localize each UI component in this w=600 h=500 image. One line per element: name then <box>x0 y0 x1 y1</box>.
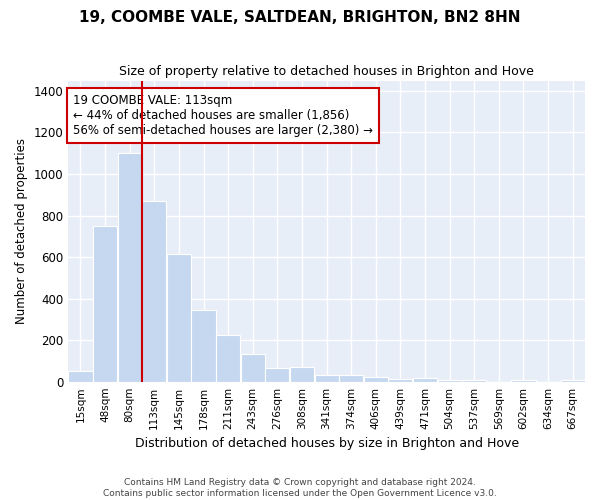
Bar <box>142 201 166 382</box>
Bar <box>511 380 536 382</box>
Bar <box>167 254 191 382</box>
Bar <box>339 376 363 382</box>
Text: 19 COOMBE VALE: 113sqm
← 44% of detached houses are smaller (1,856)
56% of semi-: 19 COOMBE VALE: 113sqm ← 44% of detached… <box>73 94 373 137</box>
X-axis label: Distribution of detached houses by size in Brighton and Hove: Distribution of detached houses by size … <box>134 437 518 450</box>
Bar <box>388 378 412 382</box>
Bar <box>314 376 338 382</box>
Text: Contains HM Land Registry data © Crown copyright and database right 2024.
Contai: Contains HM Land Registry data © Crown c… <box>103 478 497 498</box>
Bar <box>191 310 215 382</box>
Bar <box>68 372 92 382</box>
Y-axis label: Number of detached properties: Number of detached properties <box>15 138 28 324</box>
Bar <box>413 378 437 382</box>
Bar <box>118 153 142 382</box>
Title: Size of property relative to detached houses in Brighton and Hove: Size of property relative to detached ho… <box>119 65 534 78</box>
Bar <box>265 368 289 382</box>
Bar <box>364 377 388 382</box>
Bar <box>437 380 461 382</box>
Bar <box>241 354 265 382</box>
Bar <box>290 367 314 382</box>
Bar <box>93 226 117 382</box>
Text: 19, COOMBE VALE, SALTDEAN, BRIGHTON, BN2 8HN: 19, COOMBE VALE, SALTDEAN, BRIGHTON, BN2… <box>79 10 521 25</box>
Bar <box>216 335 240 382</box>
Bar <box>462 380 487 382</box>
Bar <box>560 380 585 382</box>
